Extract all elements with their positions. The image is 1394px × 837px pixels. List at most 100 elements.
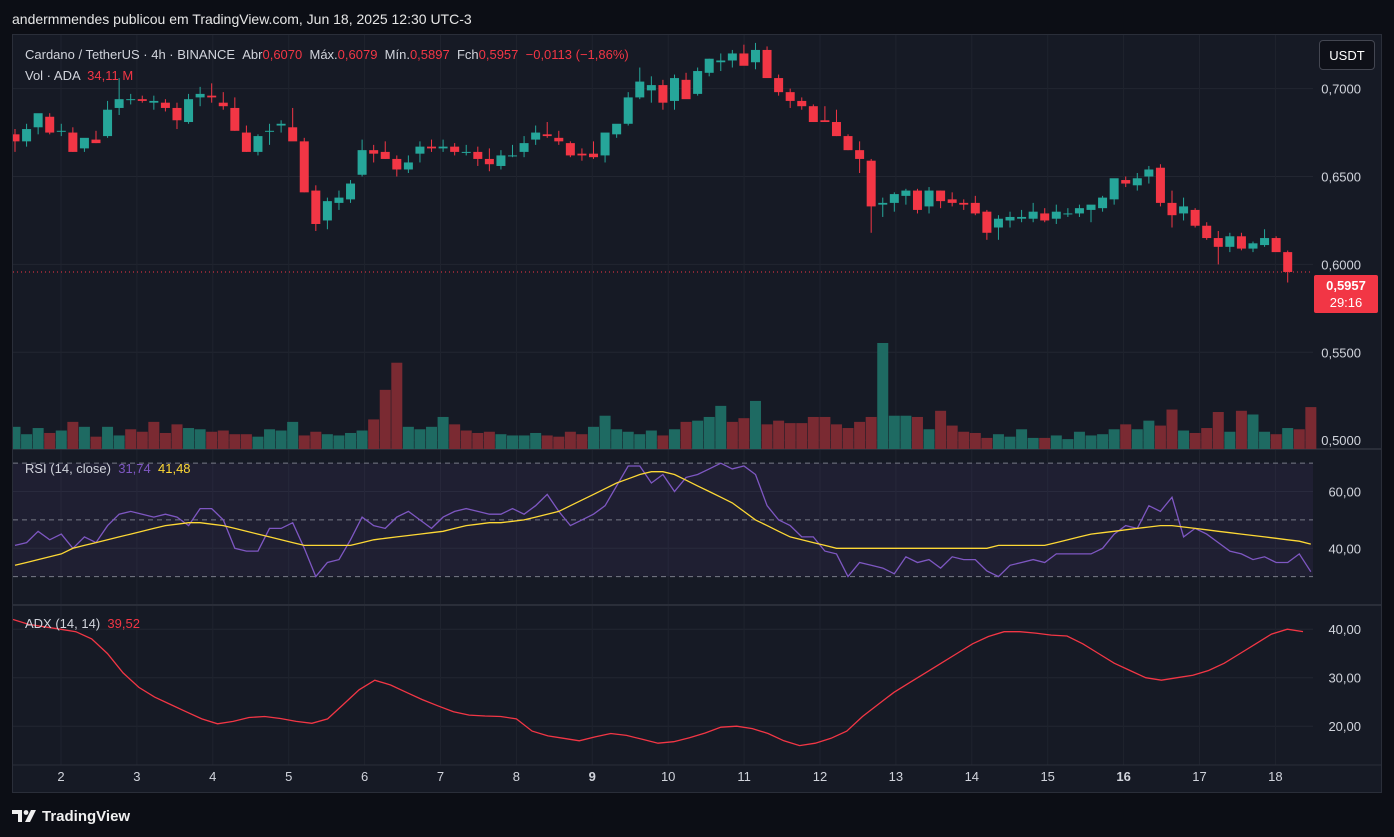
volume-bar [738, 418, 750, 449]
volume-bar [1270, 434, 1282, 449]
volume-bar [1108, 429, 1120, 449]
volume-bar [21, 434, 33, 449]
rsi-ma-line [14, 471, 1311, 566]
volume-bar [391, 362, 403, 449]
candle-body [646, 85, 656, 91]
time-axis-label: 6 [361, 769, 368, 784]
candle-body [762, 49, 772, 79]
volume-bar [1282, 428, 1294, 449]
volume-bar [310, 431, 322, 449]
rsi-value: 31,74 [118, 461, 151, 476]
volume-bar [321, 434, 333, 449]
volume-legend: Vol · ADA 34,11 M [25, 68, 133, 83]
volume-bar [437, 416, 449, 449]
candle-body [1236, 236, 1246, 249]
candle-body [589, 153, 598, 158]
volume-bar [634, 434, 646, 449]
candle-body [346, 183, 356, 200]
volume-bar [1097, 434, 1109, 449]
volume-bar [217, 430, 229, 449]
candle-body [311, 190, 321, 224]
candle-body [785, 92, 795, 101]
candle-body [797, 100, 807, 107]
volume-bar [599, 415, 611, 449]
volume-bar [1073, 431, 1085, 449]
candle-body [1109, 178, 1119, 200]
volume-bar [1039, 437, 1051, 449]
volume-bar [379, 389, 391, 449]
volume-bar [1212, 412, 1224, 449]
candle-body [1074, 208, 1084, 214]
footer-brand[interactable]: TradingView [42, 807, 131, 825]
volume-bar [1259, 431, 1271, 449]
symbol-title[interactable]: Cardano / TetherUS · 4h · BINANCE [25, 47, 236, 62]
candle-body [380, 151, 390, 159]
candle-body [79, 137, 89, 149]
volume-bar [622, 431, 634, 449]
chart-container[interactable]: 0,7000 0,6500 0,6000 0,5500 0,5000 60,00 40,00… [12, 34, 1382, 793]
volume-bar [680, 421, 692, 449]
volume-bar [402, 426, 414, 449]
candle-body [1213, 238, 1223, 247]
price-axis-label: 0,6500 [1321, 170, 1361, 185]
candle-body [403, 162, 413, 170]
volume-label[interactable]: Vol · ADA [25, 68, 80, 83]
price-axis-label: 0,5500 [1321, 345, 1361, 360]
candle-body [195, 93, 205, 98]
time-axis-label: 18 [1268, 769, 1282, 784]
candle-body [855, 150, 865, 159]
volume-bar [183, 428, 195, 449]
candle-body [1179, 206, 1189, 214]
time-axis-label: 9 [589, 769, 596, 784]
volume-bar [842, 428, 854, 449]
candle-body [484, 158, 494, 165]
volume-bar [194, 429, 206, 449]
adx-legend: ADX (14, 14) 39,52 [25, 616, 140, 631]
volume-bar [935, 410, 947, 449]
adx-label[interactable]: ADX (14, 14) [25, 616, 101, 631]
time-axis-label: 17 [1192, 769, 1206, 784]
time-axis-label: 3 [133, 769, 140, 784]
adx-axis-label: 40,00 [1328, 622, 1361, 637]
low-label: Mín. [384, 47, 410, 62]
candle-body [1028, 211, 1038, 219]
candle-body [1260, 238, 1270, 246]
volume-bar [830, 424, 842, 449]
volume-bar [1062, 439, 1074, 449]
candle-body [519, 143, 529, 152]
volume-bar [275, 430, 287, 449]
time-axis-label: 15 [1040, 769, 1054, 784]
candle-body [160, 102, 170, 108]
volume-bar [923, 429, 935, 449]
candle-body [669, 78, 679, 101]
candle-body [947, 199, 957, 203]
currency-button[interactable]: USDT [1319, 40, 1375, 70]
volume-bar [78, 426, 90, 449]
adx-line [13, 618, 1304, 747]
volume-bar [773, 420, 785, 449]
candle-body [496, 155, 506, 166]
last-price-value: 0,5957 [1326, 278, 1366, 293]
tradingview-logo-icon[interactable] [12, 808, 38, 824]
volume-bar [171, 424, 183, 449]
price-axis-label: 0,7000 [1321, 82, 1361, 97]
candle-body [808, 106, 818, 123]
volume-bar [1050, 435, 1062, 449]
volume-bar [1154, 425, 1166, 449]
open-label: Abr [242, 47, 263, 62]
volume-bar [1189, 432, 1201, 449]
candle-body [1005, 216, 1015, 221]
candle-body [334, 197, 344, 203]
volume-bar [1224, 431, 1236, 449]
chart-canvas[interactable]: 0,7000 0,6500 0,6000 0,5500 0,5000 60,00 40,00… [13, 35, 1381, 792]
attribution: andermmendes publicou em TradingView.com… [12, 11, 472, 27]
candle-body [1017, 216, 1027, 219]
candle-countdown: 29:16 [1329, 295, 1363, 310]
candle-body [91, 139, 101, 144]
candle-body [831, 122, 841, 137]
candle-body [623, 97, 633, 124]
rsi-label[interactable]: RSI (14, close) [25, 461, 111, 476]
candle-body [207, 95, 217, 98]
volume-bar [495, 434, 507, 449]
time-axis-label: 16 [1116, 769, 1130, 784]
